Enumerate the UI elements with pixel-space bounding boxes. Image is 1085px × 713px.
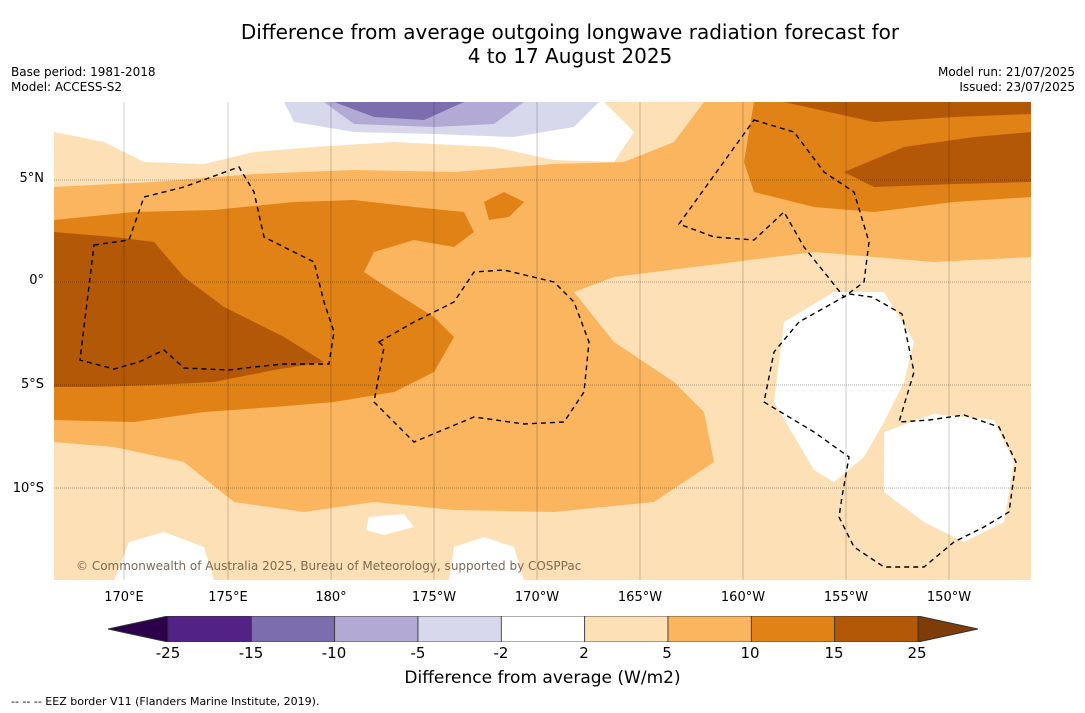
- graticule: [54, 179, 1031, 489]
- colorbar-tick-2: -10: [321, 644, 347, 662]
- band-neg2-2-south: [114, 532, 214, 580]
- meta-right: Model run: 21/07/2025 Issued: 23/07/2025: [938, 65, 1075, 95]
- colorbar-tick-9: 25: [907, 644, 927, 662]
- lon-label-175w: 175°W: [411, 590, 457, 605]
- eez-border-southeast: [763, 293, 1017, 568]
- lat-label-5n: 5°N: [19, 171, 45, 186]
- base-period-text: Base period: 1981-2018: [11, 65, 156, 79]
- issued-text: Issued: 23/07/2025: [959, 80, 1075, 94]
- lon-label-170e: 170°E: [104, 590, 144, 605]
- colorbar-label: Difference from average (W/m2): [404, 668, 681, 688]
- model-run-text: Model run: 21/07/2025: [937, 65, 1075, 79]
- colorbar-cell-3: [417, 616, 502, 642]
- colorbar-cells: [167, 616, 919, 642]
- lon-label-180: 180°: [315, 590, 347, 605]
- lon-label-175e: 175°E: [208, 590, 248, 605]
- band-15-25-east-top: [784, 102, 1031, 122]
- lat-label-5s: 5°S: [20, 377, 44, 392]
- lat-label-0: 0°: [29, 273, 44, 288]
- lon-label-150w: 150°W: [926, 590, 972, 605]
- band-10-15-patch: [484, 192, 524, 220]
- lon-label-165w: 165°W: [617, 590, 663, 605]
- colorbar-tick-3: -5: [410, 644, 426, 662]
- colorbar-cell-2: [334, 616, 419, 642]
- lon-label-160w: 160°W: [720, 590, 766, 605]
- colorbar-cell-1: [250, 616, 336, 642]
- band-neg2-2-east: [774, 292, 914, 482]
- colorbar-tick-1: -15: [238, 644, 264, 662]
- colorbar-tick-5: 2: [579, 644, 589, 662]
- eez-borders: [79, 119, 1017, 568]
- colorbar-cell-6: [667, 616, 752, 642]
- colorbar-over-arrow: [917, 616, 978, 642]
- graticule-meridians: [123, 102, 950, 580]
- lat-label-10s: 10°S: [12, 481, 44, 496]
- anomaly-map: [54, 102, 1031, 580]
- map-title: Difference from average outgoing longwav…: [0, 20, 1085, 68]
- title-line-1: Difference from average outgoing longwav…: [240, 20, 900, 44]
- eez-border-central: [373, 269, 590, 443]
- meta-left: Base period: 1981-2018 Model: ACCESS-S2: [11, 65, 156, 95]
- band-15-25-east: [844, 132, 1031, 187]
- colorbar-cell-4: [500, 616, 586, 642]
- colorbar: [108, 616, 978, 642]
- band-neg2-2-southeast: [884, 414, 1014, 542]
- colorbar-tick-7: 10: [740, 644, 760, 662]
- lon-label-170w: 170°W: [514, 590, 560, 605]
- model-text: Model: ACCESS-S2: [11, 80, 123, 94]
- eez-footnote: -- -- -- EEZ border V11 (Flanders Marine…: [11, 695, 320, 708]
- colorbar-tick-6: 5: [662, 644, 672, 662]
- band-neg2-2-south2: [449, 537, 524, 580]
- eez-border-west: [79, 166, 335, 371]
- copyright-text: © Commonwealth of Australia 2025, Bureau…: [76, 559, 582, 573]
- colorbar-tick-0: -25: [155, 644, 181, 662]
- colorbar-tick-8: 15: [824, 644, 844, 662]
- band-15-25-west: [54, 232, 324, 387]
- colorbar-cell-5: [584, 616, 669, 642]
- colorbar-tick-4: -2: [493, 644, 509, 662]
- title-line-2: 4 to 17 August 2025: [467, 44, 673, 68]
- band-neg2-2-small: [366, 514, 414, 535]
- band-neg15-neg10: [334, 102, 464, 120]
- lon-label-155w: 155°W: [823, 590, 869, 605]
- colorbar-cell-0: [167, 616, 252, 642]
- anomaly-map-svg: [54, 102, 1031, 580]
- colorbar-cell-8: [834, 616, 919, 642]
- colorbar-cell-7: [750, 616, 836, 642]
- colorbar-under-arrow: [108, 616, 169, 642]
